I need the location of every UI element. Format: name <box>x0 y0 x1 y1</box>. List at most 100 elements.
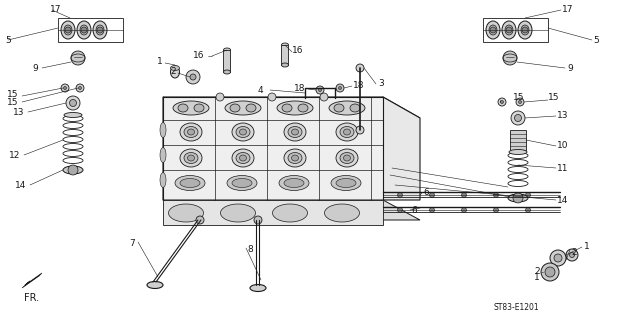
Ellipse shape <box>236 126 250 138</box>
Ellipse shape <box>325 204 359 222</box>
Circle shape <box>316 86 324 94</box>
Circle shape <box>356 64 364 72</box>
Circle shape <box>566 249 578 261</box>
Text: 10: 10 <box>557 140 569 149</box>
Ellipse shape <box>246 104 256 112</box>
Ellipse shape <box>184 153 198 164</box>
Polygon shape <box>163 97 200 200</box>
Text: 16: 16 <box>292 45 304 54</box>
Ellipse shape <box>521 25 529 35</box>
Ellipse shape <box>331 175 361 190</box>
Text: 14: 14 <box>557 196 568 204</box>
Ellipse shape <box>486 21 500 39</box>
Ellipse shape <box>232 123 254 141</box>
Ellipse shape <box>221 204 256 222</box>
Circle shape <box>336 84 344 92</box>
Ellipse shape <box>281 43 288 47</box>
Ellipse shape <box>175 175 205 190</box>
Ellipse shape <box>173 101 209 115</box>
Bar <box>58 18 123 42</box>
Text: ST83-E1201: ST83-E1201 <box>494 303 540 313</box>
Ellipse shape <box>96 25 104 35</box>
Circle shape <box>493 207 498 212</box>
Ellipse shape <box>340 153 354 164</box>
Bar <box>281 45 288 65</box>
Ellipse shape <box>230 104 240 112</box>
Text: 2: 2 <box>534 267 540 276</box>
Ellipse shape <box>336 179 356 188</box>
Ellipse shape <box>518 21 532 39</box>
Text: 15: 15 <box>6 90 18 99</box>
Circle shape <box>398 193 403 197</box>
Ellipse shape <box>180 149 202 167</box>
Ellipse shape <box>80 25 88 35</box>
Ellipse shape <box>225 101 261 115</box>
Ellipse shape <box>160 148 166 163</box>
Bar <box>483 18 548 42</box>
Text: 14: 14 <box>15 180 26 189</box>
Circle shape <box>196 216 204 224</box>
Circle shape <box>71 51 85 65</box>
Ellipse shape <box>180 179 200 188</box>
Ellipse shape <box>180 123 202 141</box>
Text: 6: 6 <box>411 205 417 214</box>
Text: 4: 4 <box>257 85 263 94</box>
Text: 13: 13 <box>13 108 24 116</box>
Circle shape <box>503 51 517 65</box>
Ellipse shape <box>273 204 307 222</box>
Circle shape <box>61 84 69 92</box>
Text: 17: 17 <box>562 4 574 13</box>
Ellipse shape <box>298 104 308 112</box>
Ellipse shape <box>281 63 288 67</box>
Circle shape <box>541 263 559 281</box>
Ellipse shape <box>508 194 528 202</box>
Text: 2: 2 <box>571 247 577 257</box>
Circle shape <box>569 252 574 258</box>
Ellipse shape <box>188 155 195 161</box>
Circle shape <box>462 193 467 197</box>
Circle shape <box>190 74 196 80</box>
Text: 8: 8 <box>247 244 253 253</box>
Circle shape <box>66 96 80 110</box>
Circle shape <box>186 70 200 84</box>
Text: 2: 2 <box>171 67 176 76</box>
Ellipse shape <box>336 123 358 141</box>
Text: 15: 15 <box>548 92 559 101</box>
Circle shape <box>493 193 498 197</box>
Polygon shape <box>163 97 420 118</box>
Ellipse shape <box>350 104 360 112</box>
Circle shape <box>254 216 262 224</box>
Circle shape <box>70 100 77 107</box>
Ellipse shape <box>236 153 250 164</box>
Ellipse shape <box>178 104 188 112</box>
Circle shape <box>550 250 566 266</box>
Ellipse shape <box>292 155 299 161</box>
Ellipse shape <box>505 25 513 35</box>
Ellipse shape <box>224 70 231 74</box>
Ellipse shape <box>344 155 351 161</box>
Ellipse shape <box>147 282 163 289</box>
Ellipse shape <box>279 175 309 190</box>
Text: 17: 17 <box>50 4 61 13</box>
Circle shape <box>545 267 555 277</box>
Ellipse shape <box>169 204 204 222</box>
Circle shape <box>63 86 67 90</box>
Ellipse shape <box>489 25 497 35</box>
Circle shape <box>268 93 276 101</box>
Circle shape <box>356 126 364 134</box>
Circle shape <box>65 27 71 33</box>
Text: 5: 5 <box>5 36 11 44</box>
Circle shape <box>516 98 524 106</box>
Circle shape <box>398 207 403 212</box>
Circle shape <box>554 254 562 262</box>
Text: 15: 15 <box>6 98 18 107</box>
Ellipse shape <box>194 104 204 112</box>
Text: 11: 11 <box>557 164 569 172</box>
Ellipse shape <box>63 166 83 174</box>
Ellipse shape <box>93 21 107 39</box>
Text: 9: 9 <box>567 63 573 73</box>
Ellipse shape <box>277 101 313 115</box>
Polygon shape <box>163 200 420 220</box>
Circle shape <box>511 111 525 125</box>
Ellipse shape <box>240 129 247 135</box>
